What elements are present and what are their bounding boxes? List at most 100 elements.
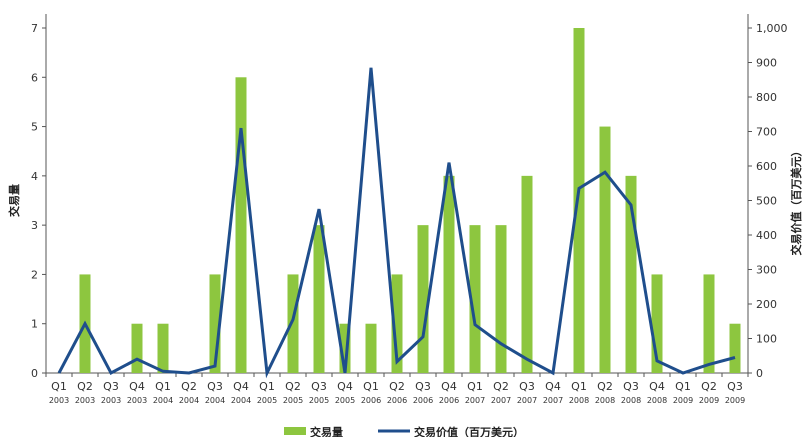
- bar: [339, 323, 351, 373]
- x-tick-label-quarter: Q3: [415, 380, 431, 393]
- x-tick-label-year: 2008: [647, 396, 667, 405]
- bar: [703, 274, 715, 373]
- y-tick-label-right: 200: [756, 298, 777, 311]
- x-tick-label-year: 2003: [49, 396, 69, 405]
- y-tick-label-right: 100: [756, 333, 777, 346]
- x-tick-label-quarter: Q1: [259, 380, 275, 393]
- x-tick-label-year: 2008: [621, 396, 641, 405]
- x-tick-label-year: 2004: [179, 396, 199, 405]
- bar: [391, 274, 403, 373]
- line-layer: [57, 67, 736, 379]
- bar: [313, 225, 325, 373]
- bar: [573, 28, 585, 373]
- x-tick-label-quarter: Q1: [363, 380, 379, 393]
- x-tick-label-year: 2005: [257, 396, 277, 405]
- bar: [417, 225, 429, 373]
- x-tick-label-quarter: Q2: [285, 380, 301, 393]
- x-tick-label-year: 2003: [75, 396, 95, 405]
- x-tick-label-quarter: Q3: [519, 380, 535, 393]
- x-tick-label-year: 2009: [725, 396, 745, 405]
- y-axis-title-left: 交易量: [7, 184, 21, 217]
- x-tick-label-year: 2008: [569, 396, 589, 405]
- y-axis-title-right: 交易价值（百万美元）: [789, 146, 803, 256]
- x-tick-label-quarter: Q2: [181, 380, 197, 393]
- legend-label-bars: 交易量: [310, 425, 343, 437]
- x-tick-label-year: 2005: [283, 396, 303, 405]
- y-tick-label-right: 600: [756, 160, 777, 173]
- y-tick-label-left: 4: [31, 170, 38, 183]
- y-tick-label-right: 1,000: [756, 22, 788, 35]
- y-tick-label-left: 6: [31, 71, 38, 84]
- x-tick-label-year: 2007: [543, 396, 563, 405]
- x-tick-label-quarter: Q4: [545, 380, 561, 393]
- y-tick-label-left: 5: [31, 121, 38, 134]
- x-tick-label-quarter: Q2: [77, 380, 93, 393]
- y-tick-label-right: 900: [756, 57, 777, 70]
- x-tick-label-year: 2006: [387, 396, 407, 405]
- y-tick-label-right: 500: [756, 195, 777, 208]
- legend: 交易量 交易价值（百万美元）: [284, 425, 524, 437]
- y-tick-label-left: 7: [31, 22, 38, 35]
- y-tick-label-left: 1: [31, 318, 38, 331]
- x-tick-label-quarter: Q1: [675, 380, 691, 393]
- value-line: [57, 67, 736, 379]
- x-tick-label-quarter: Q3: [311, 380, 327, 393]
- x-tick-label-quarter: Q3: [623, 380, 639, 393]
- y-tick-label-left: 0: [31, 367, 38, 380]
- x-tick-label-year: 2003: [101, 396, 121, 405]
- x-tick-label-quarter: Q4: [129, 380, 145, 393]
- x-tick-label-quarter: Q4: [233, 380, 249, 393]
- x-tick-label-year: 2005: [335, 396, 355, 405]
- labels-layer: 0 1 2 3 4 5 6 7 0 100 200 300 400 500 600 700 800 900 1,00…: [7, 22, 803, 405]
- x-tick-label-year: 2004: [205, 396, 225, 405]
- x-tick-label-year: 2007: [491, 396, 511, 405]
- bar: [209, 274, 221, 373]
- x-tick-label-year: 2005: [309, 396, 329, 405]
- bars-layer: [79, 28, 741, 374]
- bar: [651, 274, 663, 373]
- bar: [599, 126, 611, 373]
- bar: [625, 175, 637, 373]
- x-tick-label-quarter: Q4: [649, 380, 665, 393]
- bar: [131, 323, 143, 373]
- x-tick-label-quarter: Q2: [701, 380, 717, 393]
- bar: [443, 175, 455, 373]
- bar: [495, 225, 507, 373]
- x-tick-label-quarter: Q1: [571, 380, 587, 393]
- y-tick-label-right: 800: [756, 91, 777, 104]
- x-tick-label-quarter: Q3: [727, 380, 743, 393]
- x-tick-label-quarter: Q2: [493, 380, 509, 393]
- bar: [365, 323, 377, 373]
- x-tick-label-year: 2004: [153, 396, 173, 405]
- y-tick-label-right: 400: [756, 229, 777, 242]
- x-tick-label-year: 2008: [595, 396, 615, 405]
- y-tick-label-left: 2: [31, 268, 38, 281]
- y-tick-label-right: 700: [756, 126, 777, 139]
- x-tick-label-quarter: Q2: [597, 380, 613, 393]
- bar: [157, 323, 169, 373]
- bar: [235, 77, 247, 374]
- legend-swatch-bars: [284, 427, 306, 435]
- bar: [469, 225, 481, 373]
- x-tick-label-quarter: Q3: [207, 380, 223, 393]
- bar: [521, 175, 533, 373]
- x-tick-label-quarter: Q1: [155, 380, 171, 393]
- x-tick-label-quarter: Q3: [103, 380, 119, 393]
- legend-label-line: 交易价值（百万美元）: [414, 425, 524, 437]
- x-tick-label-quarter: Q2: [389, 380, 405, 393]
- x-tick-label-year: 2009: [673, 396, 693, 405]
- x-tick-label-year: 2003: [127, 396, 147, 405]
- y-tick-label-right: 0: [756, 367, 763, 380]
- x-tick-label-year: 2007: [465, 396, 485, 405]
- x-tick-label-year: 2007: [517, 396, 537, 405]
- bar: [287, 274, 299, 373]
- y-tick-label-right: 300: [756, 264, 777, 277]
- x-tick-label-year: 2006: [361, 396, 381, 405]
- x-tick-label-year: 2006: [439, 396, 459, 405]
- x-tick-label-year: 2009: [699, 396, 719, 405]
- x-tick-label-quarter: Q4: [441, 380, 457, 393]
- y-tick-label-left: 3: [31, 219, 38, 232]
- x-tick-label-year: 2004: [231, 396, 251, 405]
